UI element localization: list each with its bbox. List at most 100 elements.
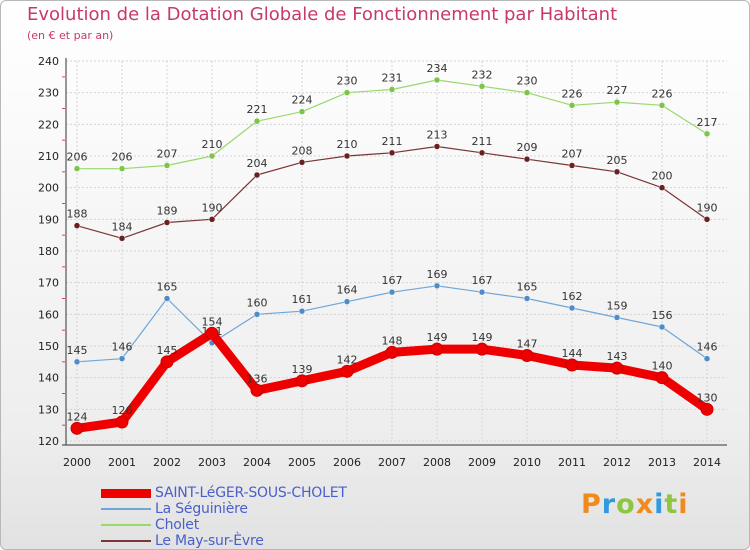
legend-label: Cholet: [155, 517, 200, 533]
data-point-1-2007: [388, 149, 396, 157]
data-label-0-2001: 206: [112, 151, 133, 164]
data-point-3-2010: [520, 349, 534, 362]
data-label-0-2003: 210: [202, 138, 223, 151]
data-label-0-2011: 226: [562, 87, 583, 100]
data-label-0-2012: 227: [607, 84, 628, 97]
data-point-1-2009: [478, 149, 486, 157]
data-point-2-2006: [343, 298, 351, 305]
x-tick-label-2003: 2003: [198, 456, 226, 469]
data-point-0-2014: [703, 130, 711, 138]
data-label-1-2008: 213: [427, 129, 448, 142]
data-label-0-2013: 226: [652, 87, 673, 100]
x-tick-label-2005: 2005: [288, 456, 316, 469]
x-tick-label-2000: 2000: [63, 456, 91, 469]
y-tick-label-220: 220: [38, 118, 59, 131]
logo-letter: t: [664, 489, 679, 520]
data-label-2-2013: 156: [652, 309, 673, 322]
data-point-3-2002: [160, 355, 174, 369]
x-tick-label-2002: 2002: [153, 456, 181, 469]
data-point-3-2005: [295, 374, 309, 388]
data-label-1-2004: 204: [247, 157, 268, 170]
data-point-2-2010: [523, 295, 531, 302]
data-point-0-2010: [523, 89, 531, 96]
data-point-2-2001: [118, 355, 126, 362]
data-point-3-2006: [340, 364, 354, 378]
data-point-1-2005: [298, 159, 306, 166]
data-label-3-2010: 147: [517, 338, 538, 351]
data-point-3-2013: [655, 371, 669, 385]
y-tick-label-230: 230: [38, 87, 59, 100]
y-tick-label-120: 120: [38, 435, 59, 448]
x-tick-label-2011: 2011: [558, 456, 586, 469]
logo-letter: o: [616, 489, 636, 520]
data-label-3-2002: 145: [157, 344, 178, 357]
logo-letter: i: [654, 489, 665, 520]
data-point-2-2000: [73, 358, 81, 366]
data-point-0-2008: [433, 76, 441, 84]
data-label-3-2000: 124: [67, 410, 88, 423]
data-point-2-2002: [163, 295, 171, 302]
data-label-2-2006: 164: [337, 284, 358, 297]
data-point-1-2001: [118, 235, 126, 242]
y-tick-label-150: 150: [38, 340, 59, 353]
data-label-3-2006: 142: [337, 353, 358, 366]
data-label-1-2007: 211: [382, 135, 403, 148]
data-point-2-2004: [253, 311, 261, 318]
data-label-0-2008: 234: [427, 62, 448, 75]
legend-label: La Séguinière: [155, 501, 248, 517]
y-tick-label-160: 160: [38, 308, 59, 321]
data-label-1-2003: 190: [202, 201, 223, 214]
data-label-2-2008: 169: [427, 268, 448, 281]
data-label-2-2005: 161: [292, 293, 313, 306]
x-tick-label-2013: 2013: [648, 456, 676, 469]
data-point-0-2004: [253, 117, 261, 125]
x-tick-label-2008: 2008: [423, 456, 451, 469]
x-tick-label-2012: 2012: [603, 456, 631, 469]
logo-letter: r: [601, 489, 617, 520]
y-tick-label-140: 140: [38, 372, 59, 385]
data-label-2-2009: 167: [472, 274, 493, 287]
data-label-0-2014: 217: [697, 116, 718, 129]
data-label-2-2004: 160: [247, 296, 268, 309]
data-label-3-2013: 140: [652, 360, 673, 373]
data-point-0-2002: [163, 162, 171, 169]
data-label-0-2010: 230: [517, 75, 538, 88]
data-point-1-2012: [613, 168, 621, 176]
data-label-3-2004: 136: [247, 372, 268, 385]
data-point-0-2000: [73, 165, 81, 172]
data-label-1-2009: 211: [472, 135, 493, 148]
data-point-2-2008: [433, 282, 441, 290]
data-label-1-2013: 200: [652, 170, 673, 183]
data-label-3-2011: 144: [562, 347, 583, 360]
data-point-2-2014: [703, 355, 711, 362]
x-tick-label-2001: 2001: [108, 456, 136, 469]
data-point-3-2011: [565, 358, 579, 372]
data-point-0-2003: [208, 152, 216, 160]
y-tick-label-130: 130: [38, 403, 59, 416]
data-point-1-2011: [568, 162, 576, 169]
data-point-0-2005: [298, 108, 306, 115]
logo-letter: x: [635, 489, 655, 520]
x-tick-label-2014: 2014: [693, 456, 721, 469]
data-label-3-2007: 148: [382, 334, 403, 347]
proxiti-logo: Proxiti: [581, 489, 689, 520]
data-label-3-2003: 154: [202, 315, 223, 328]
data-point-3-2012: [610, 361, 624, 375]
x-tick-label-2007: 2007: [378, 456, 406, 469]
y-tick-label-210: 210: [38, 150, 59, 163]
data-point-1-2013: [658, 184, 666, 191]
data-point-1-2008: [433, 143, 441, 150]
data-point-0-2001: [118, 165, 126, 172]
data-label-0-2005: 224: [292, 94, 313, 107]
data-label-3-2008: 149: [427, 331, 448, 344]
data-label-2-2014: 146: [697, 341, 718, 354]
data-label-1-2000: 188: [67, 208, 88, 221]
data-point-3-2003: [205, 326, 219, 340]
data-label-0-2000: 206: [67, 151, 88, 164]
y-tick-label-170: 170: [38, 277, 59, 290]
data-point-0-2011: [568, 102, 576, 109]
data-label-2-2010: 165: [517, 281, 538, 294]
data-label-2-2002: 165: [157, 281, 178, 294]
legend-swatch: [101, 524, 151, 526]
